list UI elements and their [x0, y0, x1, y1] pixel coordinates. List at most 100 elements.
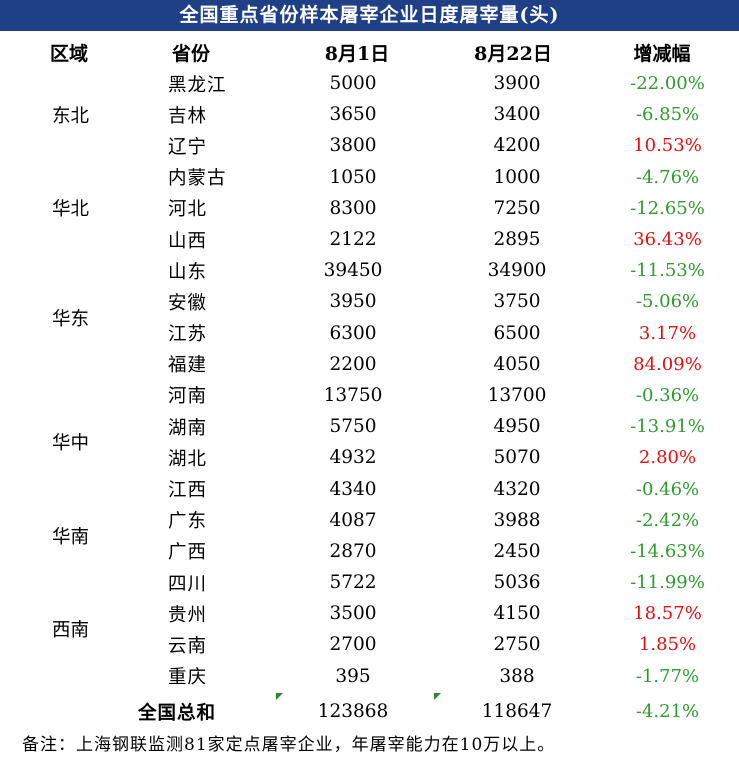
aug22-value-cell: 7250 [493, 197, 541, 219]
change-cell: -6.85% [635, 104, 700, 126]
cell-flag-marker [434, 693, 441, 700]
aug22-value-cell: 3900 [493, 73, 541, 95]
aug1-value-cell: 2700 [329, 634, 377, 656]
aug22-value-cell: 2450 [493, 540, 541, 562]
aug1-value-cell: 39450 [323, 260, 383, 282]
province-cell: 河北 [168, 199, 208, 221]
province-cell: 山西 [168, 230, 208, 252]
aug1-value-cell: 2200 [329, 353, 377, 375]
change-cell: -11.53% [630, 260, 705, 282]
table-title: 全国重点省份样本屠宰企业日度屠宰量(头) [0, 0, 739, 31]
aug22-value-cell: 3988 [493, 509, 541, 531]
aug1-value-cell: 3650 [329, 104, 377, 126]
aug1-value-cell: 2122 [329, 229, 377, 251]
aug22-value-cell: 5070 [493, 447, 541, 469]
total-aug22: 118647 [481, 701, 553, 722]
aug22-value-cell: 1000 [493, 166, 541, 188]
aug1-value-cell: 5750 [329, 416, 377, 438]
aug22-value-cell: 4150 [493, 603, 541, 625]
province-cell: 河南 [168, 386, 208, 408]
region-cell: 华东 [52, 308, 90, 330]
province-cell: 湖南 [168, 417, 208, 439]
aug22-value-cell: 3400 [493, 104, 541, 126]
header-province: 省份 [171, 43, 211, 65]
province-cell: 吉林 [168, 105, 208, 127]
aug22-value-cell: 4050 [493, 353, 541, 375]
province-cell: 福建 [168, 355, 208, 377]
header-aug22: 8月22日 [474, 43, 552, 65]
change-cell: 36.43% [633, 229, 702, 251]
change-cell: -0.36% [635, 384, 700, 406]
province-cell: 辽宁 [168, 136, 208, 158]
change-cell: 10.53% [633, 135, 702, 157]
province-cell: 内蒙古 [168, 168, 227, 190]
header-aug1: 8月1日 [324, 43, 390, 65]
aug22-value-cell: 4200 [493, 135, 541, 157]
aug1-value-cell: 5722 [329, 572, 377, 594]
province-cell: 黑龙江 [168, 74, 227, 96]
aug22-value-cell: 4320 [493, 478, 541, 500]
change-cell: 2.80% [638, 447, 697, 469]
province-cell: 四川 [168, 573, 208, 595]
aug22-value-cell: 2750 [493, 634, 541, 656]
province-cell: 湖北 [168, 448, 208, 470]
province-cell: 江苏 [168, 324, 208, 346]
aug22-value-cell: 13700 [487, 384, 547, 406]
change-cell: 84.09% [633, 353, 702, 375]
aug1-value-cell: 5000 [329, 73, 377, 95]
change-cell: -14.63% [630, 540, 705, 562]
change-cell: -13.91% [630, 416, 705, 438]
region-cell: 华北 [52, 199, 90, 221]
change-cell: -1.77% [635, 665, 700, 687]
region-cell: 西南 [52, 620, 90, 642]
aug22-value-cell: 5036 [493, 572, 541, 594]
change-cell: -11.99% [630, 572, 705, 594]
cell-flag-marker [276, 693, 283, 700]
change-cell: -5.06% [635, 291, 700, 313]
change-cell: -2.42% [635, 509, 700, 531]
aug1-value-cell: 3950 [329, 291, 377, 313]
province-cell: 山东 [168, 261, 208, 283]
aug1-value-cell: 3800 [329, 135, 377, 157]
aug1-value-cell: 1050 [329, 166, 377, 188]
aug1-value-cell: 6300 [329, 322, 377, 344]
province-cell: 贵州 [168, 604, 208, 626]
total-row: 全国总和 123868 118647 -4.21% [0, 696, 739, 727]
province-cell: 广东 [168, 511, 208, 533]
header-change: 增减幅 [633, 43, 691, 65]
change-cell: 1.85% [638, 634, 697, 656]
change-cell: -0.46% [635, 478, 700, 500]
change-cell: 3.17% [638, 322, 697, 344]
aug1-value-cell: 13750 [323, 384, 383, 406]
change-cell: 18.57% [633, 603, 702, 625]
change-cell: -22.00% [630, 73, 705, 95]
header-row: 区域 省份 8月1日 8月22日 增减幅 [0, 31, 739, 69]
aug22-value-cell: 6500 [493, 322, 541, 344]
aug22-value-cell: 4950 [493, 416, 541, 438]
total-label: 全国总和 [138, 702, 217, 724]
aug22-value-cell: 3750 [493, 291, 541, 313]
footnote: 备注：上海钢联监测81家定点屠宰企业，年屠宰能力在10万以上。 [22, 735, 556, 755]
aug1-value-cell: 395 [335, 665, 371, 687]
aug1-value-cell: 2870 [329, 540, 377, 562]
change-cell: -12.65% [630, 197, 705, 219]
province-cell: 重庆 [168, 667, 208, 689]
data-table: 东北 华北 华东 华中 华南 西南 黑龙江 5000 3900 -22.00% 吉林 36… [0, 68, 739, 696]
region-cell: 东北 [52, 105, 90, 127]
province-cell: 云南 [168, 635, 208, 657]
aug22-value-cell: 2895 [493, 229, 541, 251]
aug22-value-cell: 388 [499, 665, 535, 687]
province-cell: 江西 [168, 480, 208, 502]
region-cell: 华南 [52, 526, 90, 548]
total-change: -4.21% [635, 701, 700, 722]
total-aug1: 123868 [317, 701, 389, 722]
aug1-value-cell: 4340 [329, 478, 377, 500]
region-cell: 华中 [52, 433, 90, 455]
aug1-value-cell: 3500 [329, 603, 377, 625]
change-cell: -4.76% [635, 166, 700, 188]
header-region: 区域 [49, 43, 89, 65]
aug22-value-cell: 34900 [487, 260, 547, 282]
aug1-value-cell: 4087 [329, 509, 377, 531]
aug1-value-cell: 4932 [329, 447, 377, 469]
